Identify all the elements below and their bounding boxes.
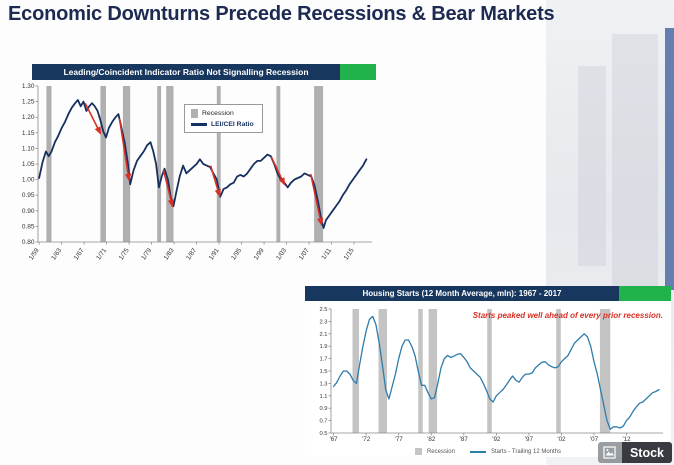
background-accent-bar xyxy=(665,28,674,290)
y-tick-label: 1.9 xyxy=(319,344,327,350)
x-tick-label: 1/75 xyxy=(118,247,131,262)
lei-cei-chart-header: Leading/Coincident Indicator Ratio Not S… xyxy=(32,64,376,80)
y-tick-label: 1.30 xyxy=(22,83,35,90)
y-tick-label: 0.80 xyxy=(22,239,35,246)
housing-chart-body: 0.5 0.7 0.9 1.1 1.3 1.5 1.7 1.9 2.1 2.3 2.5 '67 '72 '… xyxy=(305,301,671,447)
x-tick-label: '72 xyxy=(362,436,371,443)
y-tick-label: 0.9 xyxy=(319,406,327,412)
y-tick-label: 2.3 xyxy=(319,319,327,325)
housing-chart-svg: 0.5 0.7 0.9 1.1 1.3 1.5 1.7 1.9 2.1 2.3 2.5 '67 '72 '… xyxy=(319,307,663,443)
y-tick-label: 1.5 xyxy=(319,369,327,375)
legend-label-recession: Recession xyxy=(202,110,234,117)
trend-arrow xyxy=(270,156,286,186)
trend-arrow xyxy=(118,118,132,182)
x-tick-label: 1/95 xyxy=(230,247,243,262)
legend-label-starts: Starts - Trailing 12 Months xyxy=(490,448,562,455)
x-tick-label: 1/03 xyxy=(275,247,288,262)
x-tick-label: 1/71 xyxy=(95,247,108,262)
lei-line-swatch xyxy=(191,123,207,126)
series-line xyxy=(332,315,660,430)
x-tick-label: '82 xyxy=(427,436,436,443)
recession-band xyxy=(487,309,492,433)
x-tick-label: 1/63 xyxy=(50,247,63,262)
starts-line-swatch xyxy=(469,450,486,453)
housing-annotation: Starts peaked well ahead of every prior … xyxy=(472,311,663,320)
y-tick-label: 0.90 xyxy=(22,208,35,215)
recession-band xyxy=(166,86,174,242)
x-tick-label: '02 xyxy=(557,436,566,443)
x-tick-label: '77 xyxy=(395,436,404,443)
lei-cei-chart-panel: Leading/Coincident Indicator Ratio Not S… xyxy=(8,64,378,276)
stock-watermark: Stock xyxy=(597,442,672,463)
x-tick-label: '87 xyxy=(460,436,469,443)
x-tick-label: 1/11 xyxy=(320,247,333,261)
slide-title: Economic Downturns Precede Recessions & … xyxy=(8,3,555,25)
y-tick-label: 2.1 xyxy=(319,332,327,338)
x-tick-label: 1/83 xyxy=(163,247,176,262)
legend-entry-lei-cei: LEI/CEI Ratio xyxy=(191,121,254,128)
recession-band xyxy=(46,86,52,242)
x-tick-label: '12 xyxy=(623,436,632,443)
header-green-accent xyxy=(340,64,376,80)
recession-swatch xyxy=(414,448,422,455)
lei-cei-chart-title: Leading/Coincident Indicator Ratio Not S… xyxy=(32,64,340,80)
x-tick-label: '97 xyxy=(525,436,534,443)
x-tick-label: 1/15 xyxy=(343,247,356,262)
lei-cei-chart-svg: 0.80 0.85 0.90 0.95 1.00 1.05 1.10 1.15 1.20 1.25… xyxy=(22,83,372,262)
recession-band xyxy=(276,86,281,242)
y-tick-label: 1.1 xyxy=(319,394,327,400)
recession-band xyxy=(216,86,221,242)
background-building-silhouette xyxy=(578,66,606,266)
x-tick-label: '92 xyxy=(492,436,501,443)
y-tick-label: 0.5 xyxy=(319,431,327,437)
y-tick-label: 1.15 xyxy=(22,130,35,137)
y-tick-label: 1.10 xyxy=(22,145,35,152)
y-tick-label: 1.20 xyxy=(22,114,35,121)
recession-band xyxy=(556,309,561,433)
recession-band xyxy=(428,309,438,433)
y-tick-label: 2.5 xyxy=(319,307,327,313)
housing-chart-title: Housing Starts (12 Month Average, mln): … xyxy=(305,286,619,301)
x-tick-label: 1/91 xyxy=(208,247,221,262)
trend-arrow xyxy=(309,173,324,227)
x-tick-label: 1/87 xyxy=(185,247,198,262)
legend-label-recession: Recession xyxy=(426,448,455,455)
recession-band xyxy=(599,309,611,433)
x-tick-label: 1/99 xyxy=(253,247,266,262)
housing-legend: Recession Starts - Trailing 12 Months xyxy=(305,448,671,455)
housing-chart-header: Housing Starts (12 Month Average, mln): … xyxy=(305,286,671,301)
legend-entry-recession: Recession xyxy=(191,109,254,118)
x-tick-label: '07 xyxy=(590,436,599,443)
header-green-accent xyxy=(619,286,671,301)
recession-band xyxy=(157,86,162,242)
y-tick-label: 1.7 xyxy=(319,357,327,363)
recession-band xyxy=(100,86,106,242)
x-tick-label: 1/07 xyxy=(298,247,311,262)
x-tick-label: 1/59 xyxy=(28,247,41,262)
x-tick-label: 1/79 xyxy=(140,247,153,262)
x-tick-label: '67 xyxy=(330,436,339,443)
housing-starts-panel: Housing Starts (12 Month Average, mln): … xyxy=(305,286,671,457)
y-tick-label: 0.95 xyxy=(22,192,35,199)
recession-swatch xyxy=(191,109,198,118)
lei-cei-chart-body: 0.80 0.85 0.90 0.95 1.00 1.05 1.10 1.15 1.20 1.25… xyxy=(8,80,378,276)
recession-band xyxy=(352,309,359,433)
y-tick-label: 1.00 xyxy=(22,177,35,184)
y-tick-label: 1.05 xyxy=(22,161,35,168)
recession-band xyxy=(314,86,324,242)
y-tick-label: 1.25 xyxy=(22,99,35,106)
y-tick-label: 0.7 xyxy=(319,419,327,425)
lei-cei-legend: Recession LEI/CEI Ratio xyxy=(184,104,263,133)
trend-arrow xyxy=(209,165,221,198)
y-tick-label: 1.3 xyxy=(319,381,327,387)
legend-label-lei-cei: LEI/CEI Ratio xyxy=(211,121,254,128)
trend-arrow xyxy=(162,169,174,208)
background-building-silhouette xyxy=(612,34,658,286)
recession-band xyxy=(418,309,423,433)
watermark-label: Stock xyxy=(621,442,672,463)
stock-logo-icon xyxy=(597,442,622,463)
x-tick-label: 1/67 xyxy=(73,247,86,262)
y-tick-label: 0.85 xyxy=(22,223,35,230)
trend-arrow xyxy=(84,102,102,135)
